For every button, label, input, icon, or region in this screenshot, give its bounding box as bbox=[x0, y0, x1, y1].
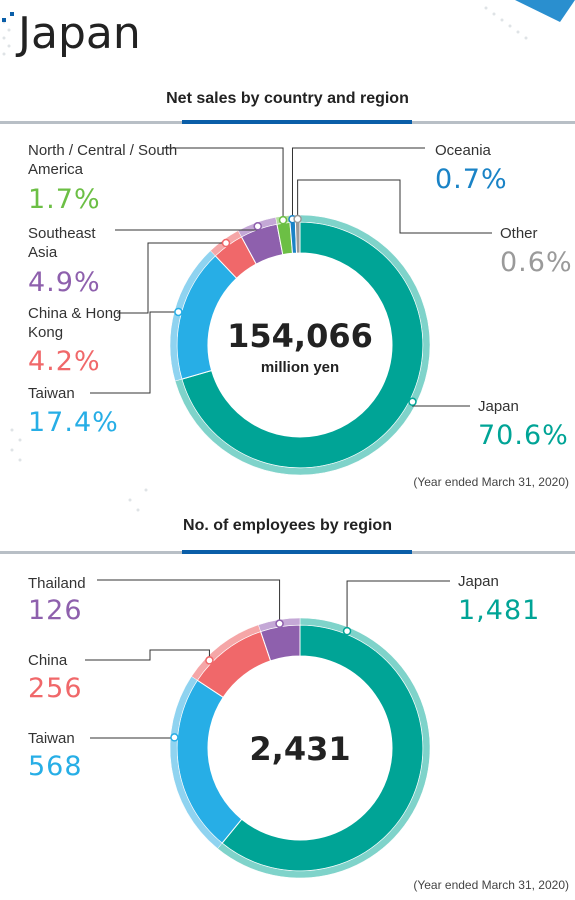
center-value: 2,431 bbox=[249, 730, 350, 768]
decoration-dots bbox=[2, 6, 528, 512]
value-label: 0.6% bbox=[500, 247, 573, 278]
leader-line bbox=[346, 580, 450, 632]
segment bbox=[176, 679, 243, 844]
leader-line bbox=[162, 147, 284, 221]
center-unit: million yen bbox=[261, 359, 339, 376]
title-accent bbox=[182, 550, 412, 554]
chart-title: Net sales by country and region bbox=[166, 90, 409, 107]
value-label: 4.2% bbox=[28, 346, 101, 377]
chart-note: (Year ended March 31, 2020) bbox=[413, 878, 569, 892]
decoration-arrow bbox=[515, 0, 575, 22]
chart-title: No. of employees by region bbox=[183, 517, 392, 534]
title-accent bbox=[182, 120, 412, 124]
leader-dot bbox=[342, 626, 352, 636]
page-title: Japan bbox=[18, 8, 141, 59]
center-value: 154,066 bbox=[227, 317, 373, 355]
leader-dot bbox=[278, 215, 288, 225]
leader-line bbox=[297, 179, 492, 234]
leader-line bbox=[411, 401, 470, 407]
category-label: China & Hong Kong bbox=[28, 305, 122, 341]
segment bbox=[294, 221, 301, 254]
leader-dot bbox=[275, 619, 284, 628]
value-label: 256 bbox=[28, 673, 83, 704]
value-label: 70.6% bbox=[478, 420, 569, 451]
value-label: 1,481 bbox=[458, 595, 541, 626]
leader-line bbox=[291, 147, 425, 220]
category-label: Southeast Asia bbox=[28, 225, 96, 261]
leader-dot bbox=[293, 214, 302, 224]
value-label: 1.7% bbox=[28, 184, 101, 215]
category-label: Thailand bbox=[28, 575, 86, 592]
category-label: Taiwan bbox=[28, 385, 75, 402]
value-label: 17.4% bbox=[28, 407, 119, 438]
leader-dot bbox=[174, 307, 183, 317]
category-label: Japan bbox=[478, 398, 519, 415]
leader-line bbox=[85, 649, 210, 661]
value-label: 568 bbox=[28, 751, 83, 782]
category-label: Japan bbox=[458, 573, 499, 590]
leader-dot bbox=[170, 733, 179, 742]
category-label: China bbox=[28, 652, 68, 669]
value-label: 4.9% bbox=[28, 267, 101, 298]
leader-line bbox=[90, 311, 179, 394]
value-label: 0.7% bbox=[435, 164, 508, 195]
leader-dot bbox=[253, 222, 262, 231]
leader-line bbox=[115, 226, 259, 231]
chart-note: (Year ended March 31, 2020) bbox=[413, 475, 569, 489]
leader-dot bbox=[205, 656, 214, 665]
decoration-corners bbox=[2, 12, 14, 22]
category-label: Taiwan bbox=[28, 730, 75, 747]
value-label: 126 bbox=[28, 595, 83, 626]
leader-dot bbox=[408, 397, 417, 407]
leader-line bbox=[97, 579, 281, 624]
category-label: North / Central / South America bbox=[28, 142, 178, 178]
category-label: Oceania bbox=[435, 142, 491, 159]
leader-dot bbox=[221, 238, 231, 248]
category-label: Other bbox=[500, 225, 538, 242]
